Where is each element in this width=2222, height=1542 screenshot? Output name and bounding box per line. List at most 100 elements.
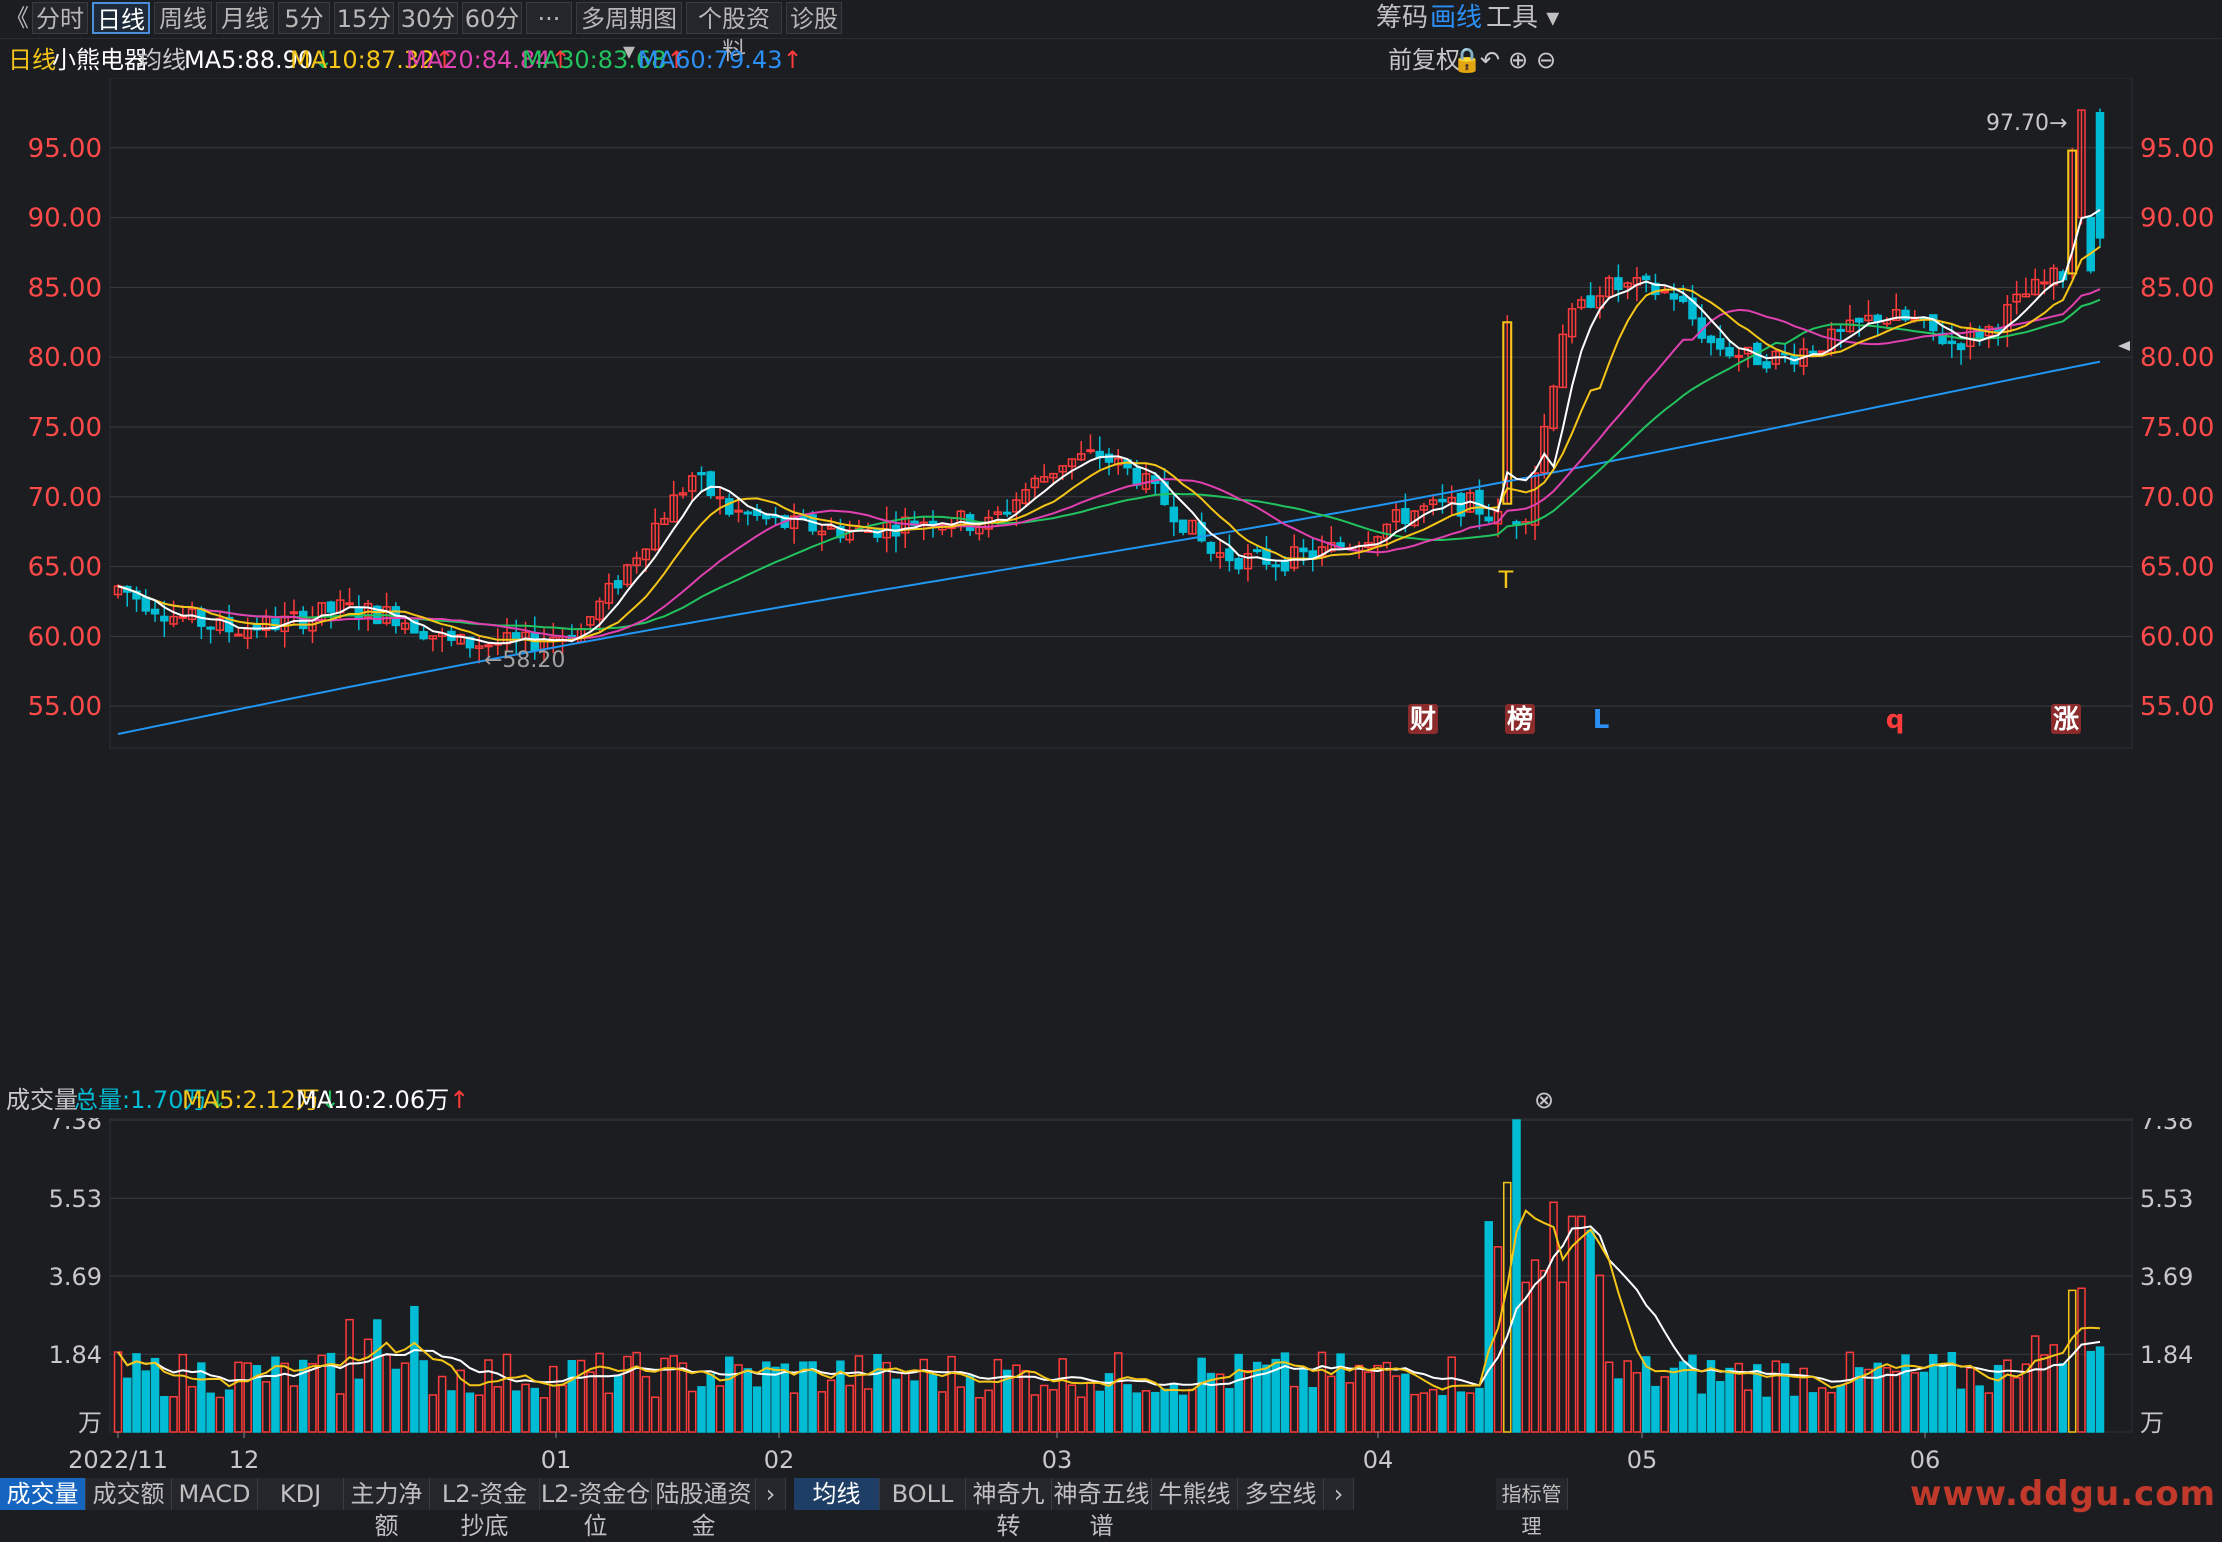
candle (2077, 109, 2086, 225)
tab-30min[interactable]: 30分 (398, 2, 458, 34)
volume-tick-left: 3.69 (49, 1263, 102, 1291)
volume-bar (252, 1365, 262, 1433)
candle-body (1549, 385, 1558, 430)
tab-15min[interactable]: 15分 (334, 2, 394, 34)
tab-northbound[interactable]: 陆股通资金 (652, 1478, 756, 1540)
scroll-right-icon[interactable]: › (756, 1478, 786, 1510)
tab-kdj[interactable]: KDJ (258, 1478, 344, 1510)
close-panel-icon[interactable]: ⊗ (1534, 1086, 1555, 1114)
tab-weekly[interactable]: 周线 (154, 2, 212, 34)
chips-button[interactable]: 筹码 (1376, 3, 1429, 33)
tab-daily[interactable]: 日线 (92, 2, 150, 34)
candle-body (2012, 293, 2021, 303)
undo-icon[interactable]: ↶ (1480, 46, 1501, 74)
tab-intraday[interactable]: 分时 (32, 2, 88, 34)
tab-60min[interactable]: 60分 (462, 2, 522, 34)
volume-bar (725, 1356, 734, 1433)
multi-period-dropdown[interactable]: 多周期图 ▾ (576, 2, 682, 65)
tools-dropdown[interactable]: 工具 ▾ (1486, 3, 1560, 33)
finance-marker-bg (1408, 704, 1438, 734)
tab-ma[interactable]: 均线 (794, 1478, 880, 1510)
kline-chart[interactable]: 95.00 95.00 90.00 90.00 85.00 85.00 80.00 80.00… (0, 78, 2222, 758)
candle-body (474, 645, 484, 649)
tab-main-net[interactable]: 主力净额 (344, 1478, 430, 1540)
volume-ma10: MA10:2.06万↑ (296, 1086, 470, 1114)
volume-bar (1947, 1351, 1957, 1433)
volume-bar (1697, 1393, 1706, 1433)
y-tick-label-left: 75.00 (28, 413, 102, 443)
tab-monthly[interactable]: 月线 (216, 2, 274, 34)
volume-bar (1188, 1388, 1197, 1433)
volume-bar (1864, 1368, 1873, 1433)
volume-bar (530, 1387, 540, 1433)
candle (206, 626, 215, 644)
volume-chart[interactable]: 7.38 7.38 5.53 5.53 3.69 3.69 1.84 1.84 万 万 2022/1… (0, 1118, 2222, 1478)
volume-bar (1882, 1367, 1892, 1433)
limit-up-marker-bg (2051, 704, 2081, 734)
volume-bar (900, 1372, 910, 1433)
tab-macd[interactable]: MACD (172, 1478, 258, 1510)
candle-body (1401, 508, 1410, 525)
candle-body (1947, 340, 1957, 345)
candle (382, 592, 391, 626)
zoom-out-icon[interactable]: ⊖ (1536, 46, 1557, 74)
tab-5min[interactable]: 5分 (278, 2, 330, 34)
volume-bar (623, 1355, 632, 1433)
candle (1252, 546, 1262, 554)
diagnose-button[interactable]: 诊股 (786, 2, 842, 34)
candle (437, 627, 447, 652)
y-tick-label-left: 55.00 (28, 692, 102, 722)
candle-body (1049, 472, 1058, 479)
zoom-in-icon[interactable]: ⊕ (1508, 46, 1529, 74)
ma-toggle[interactable]: 均线 (138, 46, 186, 74)
high-price-annotation: 97.70→ (1986, 111, 2067, 136)
candle-body (1382, 523, 1392, 540)
candle (2012, 280, 2021, 315)
volume-bar (345, 1318, 354, 1433)
more-periods-button[interactable]: ··· (526, 2, 572, 34)
volume-bar (1160, 1388, 1169, 1433)
candle-body (456, 634, 465, 645)
candle (1956, 342, 1966, 365)
volume-bar (984, 1389, 993, 1433)
volume-bar (1567, 1215, 1577, 1433)
volume-bar (1336, 1353, 1345, 1433)
tab-l2-bottom[interactable]: L2-资金抄底 (430, 1478, 540, 1540)
tab-l2-position[interactable]: L2-资金仓位 (540, 1478, 652, 1540)
ma10-line (117, 245, 2101, 643)
volume-bar (956, 1386, 966, 1433)
tab-volume[interactable]: 成交量 (0, 1478, 86, 1510)
volume-bar (891, 1378, 901, 1433)
tab-five-lines[interactable]: 神奇五线谱 (1052, 1478, 1152, 1540)
volume-bar (1753, 1364, 1762, 1433)
tab-bull-bear[interactable]: 牛熊线 (1152, 1478, 1238, 1510)
lock-icon[interactable]: 🔒 (1452, 46, 1482, 74)
adjust-mode[interactable]: 前复权 (1388, 46, 1460, 74)
tab-boll[interactable]: BOLL (880, 1478, 966, 1510)
tab-long-short[interactable]: 多空线 (1238, 1478, 1324, 1510)
candle (706, 470, 715, 499)
volume-bar (2012, 1377, 2021, 1433)
candle-body (1678, 295, 1688, 303)
draw-button[interactable]: 画线 (1430, 3, 1483, 33)
tab-turnover[interactable]: 成交额 (86, 1478, 172, 1510)
candle (1030, 475, 1040, 500)
volume-bar (1012, 1364, 1021, 1433)
l-marker: L (1593, 705, 1610, 735)
volume-bar (1641, 1356, 1651, 1433)
back-button[interactable]: 《 (5, 4, 29, 32)
indicator-manage-button[interactable]: 指标管理 (1496, 1478, 1568, 1538)
scroll-right-icon-2[interactable]: › (1324, 1478, 1354, 1510)
volume-bar (298, 1359, 308, 1433)
candle-body (1086, 449, 1095, 453)
candle (1734, 347, 1744, 372)
candle-body (1651, 282, 1660, 296)
tab-nine-turn[interactable]: 神奇九转 (966, 1478, 1052, 1540)
candle (1521, 518, 1531, 535)
volume-bar (1938, 1363, 1947, 1433)
volume-bar (1984, 1392, 1994, 1433)
candle-body (678, 492, 688, 496)
candle (660, 512, 669, 526)
stock-profile-button[interactable]: 个股资料 (686, 2, 782, 65)
volume-bar (1595, 1274, 1605, 1433)
